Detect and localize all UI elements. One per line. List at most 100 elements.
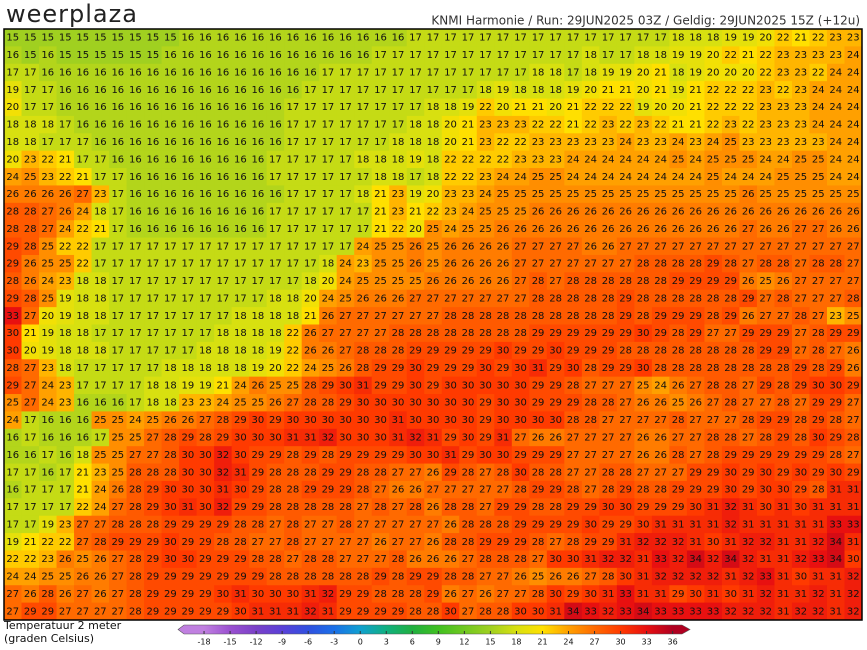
temp-cell <box>809 115 828 134</box>
temp-label: 29 <box>392 363 405 374</box>
temp-label: 23 <box>654 137 667 148</box>
temp-label: 24 <box>847 50 860 61</box>
temp-label: 28 <box>584 398 597 409</box>
temp-label: 21 <box>689 102 702 113</box>
temp-label: 27 <box>94 519 107 530</box>
temp-label: 26 <box>584 241 597 252</box>
temp-label: 17 <box>41 137 54 148</box>
temp-cell <box>669 81 688 100</box>
temp-label: 24 <box>357 241 370 252</box>
temp-label: 29 <box>252 572 265 583</box>
temp-label: 28 <box>532 276 545 287</box>
temp-cell <box>354 81 373 100</box>
temp-label: 17 <box>602 33 615 44</box>
temp-label: 26 <box>357 293 370 304</box>
temp-label: 29 <box>217 554 230 565</box>
temp-cell <box>686 46 705 65</box>
temp-label: 25 <box>479 224 492 235</box>
temp-label: 25 <box>287 380 300 391</box>
temp-label: 18 <box>287 293 300 304</box>
temp-label: 23 <box>181 398 194 409</box>
temp-label: 28 <box>812 363 825 374</box>
temp-label: 16 <box>234 120 247 131</box>
temp-cell <box>354 133 373 152</box>
temp-label: 16 <box>164 137 177 148</box>
temp-label: 29 <box>322 485 335 496</box>
temp-label: 32 <box>602 554 615 565</box>
temp-label: 32 <box>812 537 825 548</box>
temp-label: 28 <box>462 311 475 322</box>
temp-label: 17 <box>24 102 37 113</box>
temp-label: 28 <box>146 519 159 530</box>
temp-label: 20 <box>742 67 755 78</box>
temp-label: 17 <box>164 328 177 339</box>
temp-label: 31 <box>847 502 860 513</box>
temp-label: 24 <box>217 398 230 409</box>
temp-label: 22 <box>427 207 440 218</box>
temp-label: 28 <box>637 485 650 496</box>
temp-label: 17 <box>287 224 300 235</box>
temp-label: 27 <box>76 589 89 600</box>
temp-label: 27 <box>672 241 685 252</box>
temp-label: 16 <box>146 102 159 113</box>
temp-label: 30 <box>181 554 194 565</box>
temp-cell <box>529 98 548 117</box>
temp-label: 29 <box>672 311 685 322</box>
temp-label: 32 <box>217 450 230 461</box>
temp-label: 16 <box>76 85 89 96</box>
temp-label: 26 <box>777 207 790 218</box>
temp-label: 16 <box>199 154 212 165</box>
temp-cell <box>406 46 425 65</box>
temp-label: 28 <box>322 572 335 583</box>
temp-label: 27 <box>24 380 37 391</box>
temp-label: 27 <box>619 241 632 252</box>
temp-label: 16 <box>217 67 230 78</box>
temp-cell <box>39 81 58 100</box>
temp-label: 23 <box>94 467 107 478</box>
temp-label: 31 <box>287 606 300 617</box>
temp-label: 29 <box>829 398 842 409</box>
temp-label: 28 <box>6 224 19 235</box>
temp-label: 28 <box>269 485 282 496</box>
temp-cell <box>301 133 320 152</box>
temp-label: 18 <box>94 293 107 304</box>
temp-label: 26 <box>549 432 562 443</box>
temp-label: 17 <box>409 67 422 78</box>
temp-label: 24 <box>129 415 142 426</box>
temp-label: 24 <box>672 172 685 183</box>
temp-label: 17 <box>322 85 335 96</box>
temp-label: 30 <box>357 432 370 443</box>
temp-label: 29 <box>427 346 440 357</box>
temp-cell <box>599 46 618 65</box>
temp-label: 28 <box>514 328 527 339</box>
temp-label: 32 <box>602 606 615 617</box>
temp-label: 29 <box>392 450 405 461</box>
temp-label: 25 <box>532 189 545 200</box>
temp-label: 27 <box>427 311 440 322</box>
temp-label: 26 <box>847 224 860 235</box>
temp-cell <box>511 46 530 65</box>
temp-label: 16 <box>94 120 107 131</box>
temp-label: 26 <box>427 537 440 548</box>
temp-label: 29 <box>462 363 475 374</box>
temp-label: 25 <box>374 276 387 287</box>
temp-cell <box>599 81 618 100</box>
temp-label: 28 <box>269 572 282 583</box>
temp-label: 28 <box>497 554 510 565</box>
temp-label: 26 <box>602 224 615 235</box>
temp-label: 17 <box>497 50 510 61</box>
temp-cell <box>371 63 390 82</box>
temp-label: 18 <box>252 311 265 322</box>
temp-label: 17 <box>532 50 545 61</box>
temp-label: 28 <box>444 537 457 548</box>
temp-label: 29 <box>444 363 457 374</box>
temp-cell <box>74 46 93 65</box>
temp-label: 17 <box>164 293 177 304</box>
temp-label: 31 <box>234 467 247 478</box>
temp-label: 17 <box>164 311 177 322</box>
temp-label: 31 <box>322 606 335 617</box>
temp-label: 30 <box>794 467 807 478</box>
temp-label: 29 <box>602 328 615 339</box>
temp-label: 16 <box>322 33 335 44</box>
temp-label: 29 <box>392 380 405 391</box>
